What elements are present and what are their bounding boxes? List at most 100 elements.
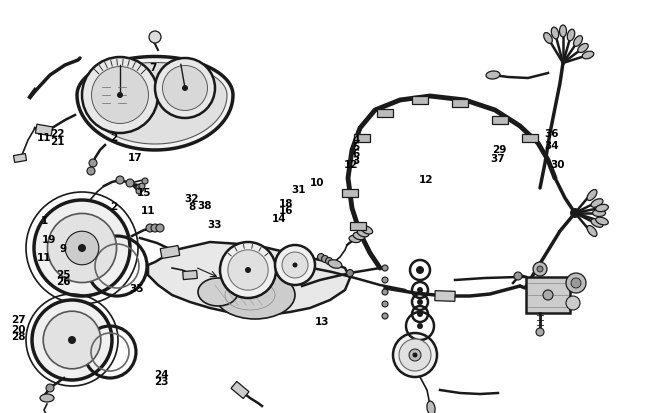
Text: 24: 24	[154, 370, 168, 380]
Ellipse shape	[573, 36, 582, 46]
Ellipse shape	[358, 229, 369, 237]
Circle shape	[68, 336, 76, 344]
Circle shape	[136, 188, 142, 194]
Text: 22: 22	[50, 129, 64, 139]
Text: 12: 12	[419, 176, 433, 185]
Ellipse shape	[427, 401, 435, 413]
Ellipse shape	[215, 271, 295, 319]
Text: 11: 11	[141, 206, 155, 216]
Text: 20: 20	[11, 325, 25, 335]
Circle shape	[416, 266, 424, 274]
Circle shape	[566, 273, 586, 293]
Circle shape	[417, 299, 423, 305]
Circle shape	[146, 224, 154, 232]
Text: 18: 18	[279, 199, 293, 209]
Circle shape	[571, 278, 581, 288]
Text: 3: 3	[352, 156, 360, 166]
Polygon shape	[77, 57, 233, 150]
Circle shape	[92, 66, 148, 123]
Circle shape	[116, 176, 124, 184]
Text: 31: 31	[292, 185, 306, 195]
Circle shape	[275, 245, 315, 285]
Text: 37: 37	[490, 154, 504, 164]
Circle shape	[87, 167, 95, 175]
Polygon shape	[148, 242, 350, 315]
Circle shape	[382, 289, 388, 295]
Circle shape	[382, 313, 388, 319]
Ellipse shape	[582, 51, 594, 59]
Circle shape	[46, 384, 54, 392]
Circle shape	[543, 290, 553, 300]
Circle shape	[292, 263, 298, 268]
Bar	[35, 124, 53, 136]
Text: 9: 9	[60, 244, 66, 254]
Circle shape	[536, 328, 544, 336]
Circle shape	[322, 256, 328, 263]
Text: 35: 35	[129, 284, 144, 294]
Circle shape	[34, 200, 130, 296]
Bar	[161, 245, 180, 259]
Ellipse shape	[587, 190, 597, 200]
Circle shape	[514, 272, 522, 280]
Circle shape	[417, 311, 423, 317]
Text: 8: 8	[188, 202, 196, 211]
Circle shape	[409, 349, 421, 361]
Text: 11: 11	[37, 253, 51, 263]
Text: 13: 13	[315, 317, 329, 327]
Ellipse shape	[353, 232, 365, 240]
Text: 36: 36	[544, 129, 558, 139]
Circle shape	[413, 353, 417, 358]
Circle shape	[142, 178, 148, 184]
Text: 17: 17	[128, 153, 142, 163]
Circle shape	[156, 224, 164, 232]
Bar	[231, 382, 249, 399]
Circle shape	[32, 300, 112, 380]
Circle shape	[220, 242, 276, 298]
Circle shape	[117, 92, 123, 98]
Circle shape	[393, 333, 437, 377]
Circle shape	[399, 339, 431, 371]
Bar	[354, 134, 370, 142]
Text: 33: 33	[207, 220, 222, 230]
Circle shape	[346, 270, 354, 276]
Bar	[350, 222, 366, 230]
Text: 2: 2	[110, 202, 118, 211]
Text: 28: 28	[11, 332, 25, 342]
Circle shape	[282, 252, 308, 278]
Circle shape	[417, 323, 423, 329]
Ellipse shape	[595, 204, 608, 211]
Text: 4: 4	[352, 135, 360, 145]
Circle shape	[566, 296, 580, 310]
Ellipse shape	[40, 394, 54, 402]
Text: 30: 30	[551, 160, 565, 170]
Bar	[14, 154, 27, 162]
Bar	[183, 271, 198, 280]
Circle shape	[43, 311, 101, 369]
Polygon shape	[83, 62, 227, 144]
Circle shape	[417, 287, 423, 293]
Circle shape	[78, 244, 86, 252]
Ellipse shape	[198, 278, 238, 306]
Circle shape	[89, 159, 97, 167]
Text: 38: 38	[198, 201, 212, 211]
Text: 15: 15	[137, 188, 151, 198]
Ellipse shape	[560, 25, 567, 37]
Circle shape	[245, 267, 251, 273]
Circle shape	[382, 265, 388, 271]
Bar	[435, 291, 455, 301]
Circle shape	[382, 277, 388, 283]
Circle shape	[537, 266, 543, 272]
Ellipse shape	[595, 217, 608, 225]
Circle shape	[82, 57, 158, 133]
Ellipse shape	[486, 71, 500, 79]
Circle shape	[570, 208, 580, 218]
Circle shape	[182, 85, 188, 91]
Circle shape	[126, 179, 134, 187]
Bar	[522, 134, 538, 142]
Ellipse shape	[567, 29, 575, 41]
Bar	[412, 96, 428, 104]
Ellipse shape	[587, 225, 597, 237]
Circle shape	[155, 58, 215, 118]
Bar	[452, 99, 468, 107]
Circle shape	[149, 31, 161, 43]
